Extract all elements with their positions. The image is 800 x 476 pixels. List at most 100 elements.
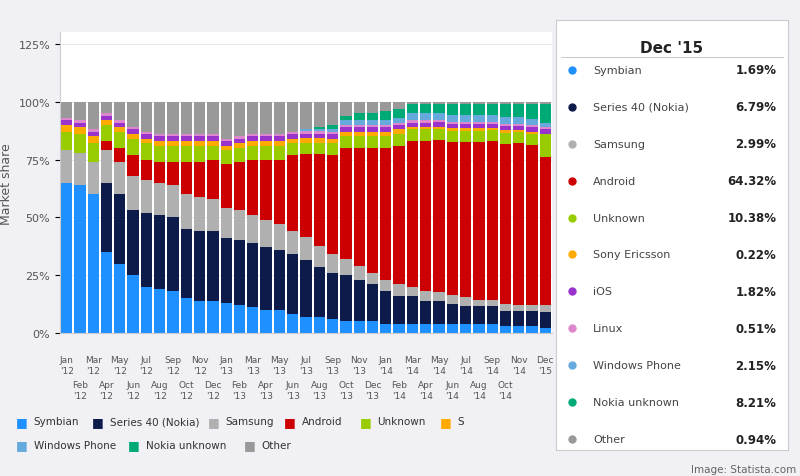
Bar (181, 137, 192, 142)
Bar (367, 102, 378, 114)
Bar (327, 139, 338, 144)
Bar (380, 128, 391, 132)
Text: Aug
'13: Aug '13 (310, 380, 328, 400)
Bar (194, 301, 206, 333)
Bar (300, 102, 312, 130)
Bar (274, 250, 285, 310)
Bar (474, 324, 485, 333)
Bar (420, 123, 431, 128)
Bar (287, 255, 298, 315)
Bar (314, 317, 325, 333)
Bar (394, 119, 405, 123)
Text: Android: Android (302, 416, 342, 426)
Bar (221, 102, 232, 139)
Bar (300, 139, 312, 144)
Text: ■: ■ (360, 415, 372, 428)
Text: Nov
'13: Nov '13 (350, 356, 368, 375)
Text: ■: ■ (16, 438, 28, 452)
Bar (167, 137, 178, 142)
Bar (380, 137, 391, 149)
Bar (221, 139, 232, 142)
Bar (167, 186, 178, 218)
Bar (380, 121, 391, 126)
Bar (141, 160, 152, 181)
Bar (141, 181, 152, 213)
Bar (207, 199, 218, 232)
Bar (446, 296, 458, 304)
Bar (513, 305, 525, 311)
Bar (540, 128, 551, 130)
Bar (141, 102, 152, 132)
Bar (101, 142, 112, 151)
Bar (434, 114, 445, 120)
Text: Oct
'14: Oct '14 (498, 380, 514, 400)
Bar (127, 211, 138, 276)
Bar (300, 132, 312, 135)
Bar (101, 121, 112, 126)
Bar (287, 132, 298, 135)
Bar (380, 292, 391, 324)
Bar (354, 126, 365, 128)
Bar (446, 122, 458, 125)
Bar (127, 135, 138, 139)
Bar (446, 304, 458, 324)
Bar (181, 142, 192, 146)
Bar (221, 142, 232, 146)
Bar (327, 102, 338, 126)
Bar (287, 156, 298, 232)
Bar (234, 139, 245, 144)
Bar (367, 121, 378, 126)
Bar (446, 131, 458, 142)
Bar (434, 141, 445, 292)
Bar (207, 160, 218, 199)
Bar (234, 102, 245, 137)
Bar (513, 102, 525, 105)
Bar (367, 126, 378, 128)
Bar (540, 130, 551, 135)
Text: Jan
'13: Jan '13 (219, 356, 234, 375)
Bar (261, 135, 272, 137)
Bar (127, 176, 138, 211)
Bar (261, 220, 272, 248)
Bar (194, 142, 206, 146)
Bar (460, 131, 471, 142)
Text: 6.79%: 6.79% (735, 101, 776, 114)
Text: 0.94%: 0.94% (735, 433, 776, 446)
Text: Oct
'12: Oct '12 (178, 380, 194, 400)
Bar (87, 132, 99, 137)
Bar (101, 252, 112, 333)
Bar (101, 102, 112, 114)
Bar (327, 130, 338, 132)
Bar (207, 232, 218, 301)
Bar (486, 307, 498, 325)
Bar (540, 105, 551, 123)
Bar (526, 327, 538, 333)
Bar (314, 247, 325, 267)
Bar (141, 213, 152, 287)
Bar (181, 195, 192, 229)
Bar (380, 324, 391, 333)
Bar (354, 128, 365, 132)
Bar (367, 285, 378, 322)
Bar (434, 120, 445, 123)
Text: Nov
'14: Nov '14 (510, 356, 527, 375)
Text: Jul
'12: Jul '12 (139, 356, 154, 375)
Bar (314, 135, 325, 139)
Bar (287, 102, 298, 132)
Bar (141, 144, 152, 160)
Bar (167, 142, 178, 146)
Bar (394, 146, 405, 285)
Bar (114, 121, 126, 123)
Bar (181, 229, 192, 298)
Bar (300, 135, 312, 139)
Bar (486, 300, 498, 307)
Bar (460, 122, 471, 125)
Bar (207, 301, 218, 333)
Bar (247, 102, 258, 135)
Bar (340, 102, 351, 116)
Bar (207, 102, 218, 135)
Bar (367, 128, 378, 132)
Bar (434, 292, 445, 301)
Bar (460, 125, 471, 129)
Bar (446, 324, 458, 333)
